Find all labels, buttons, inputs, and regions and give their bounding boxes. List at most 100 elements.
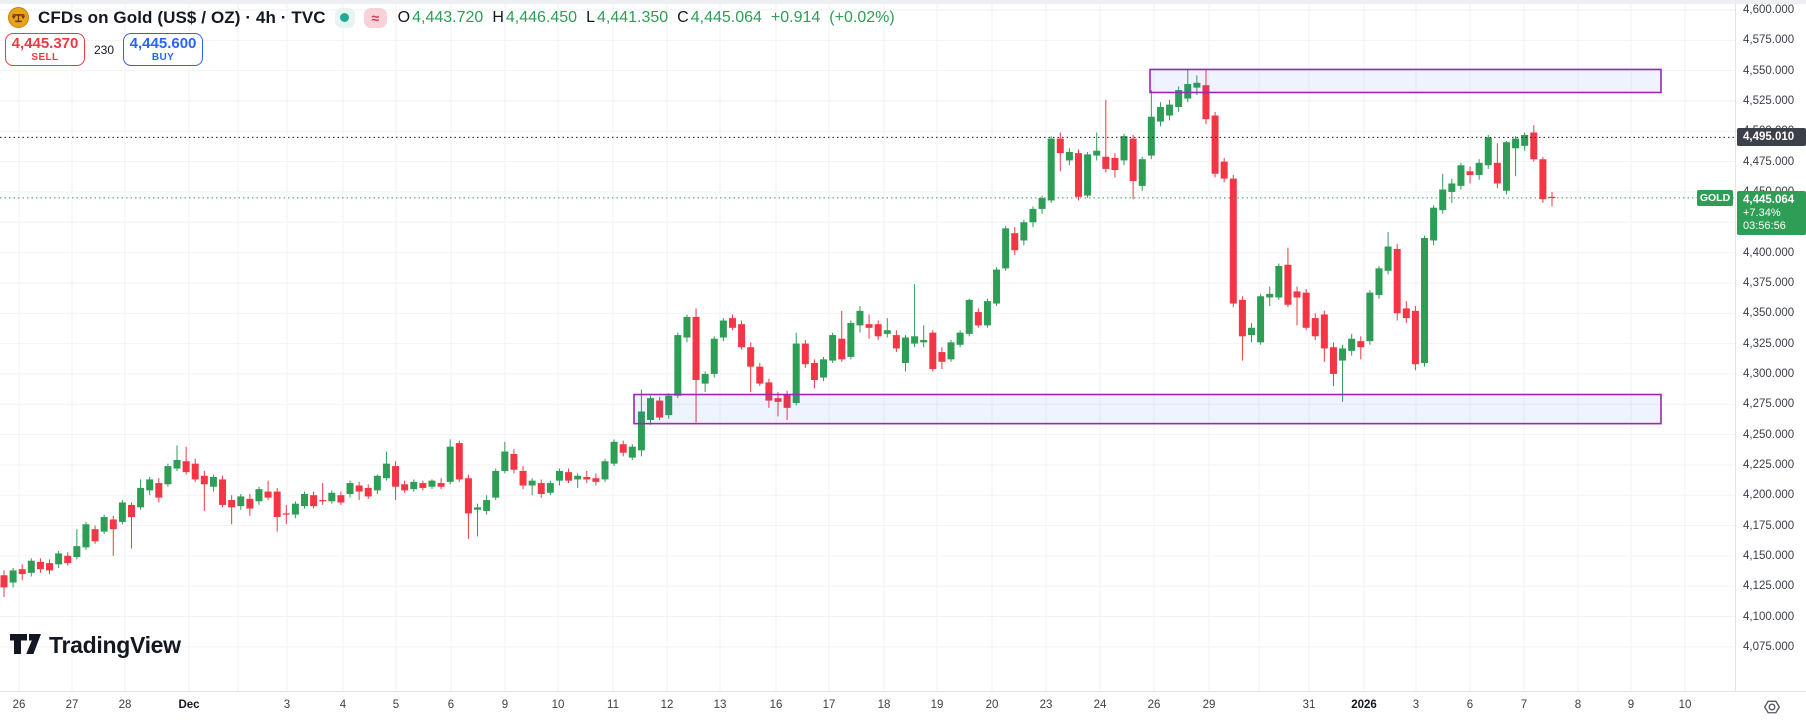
chart-plot-area[interactable]: CFDs on Gold (US$ / OZ) · 4h · TVC ≈ O 4,… [0,0,1735,691]
candle [1512,136,1520,177]
candle [1138,156,1146,191]
candle [1375,265,1383,299]
candle [974,308,982,328]
low-label: L [586,8,595,26]
candle [200,470,208,511]
price-tick-label: 4,175.000 [1743,519,1795,532]
candle [1011,227,1019,256]
candle [1366,290,1374,345]
candle [483,495,491,515]
ohlc-readout: O 4,443.720 H 4,446.450 L 4,441.350 C 4,445.… [398,9,895,27]
price-tick-label: 4,575.000 [1743,34,1795,47]
candlestick-chart[interactable] [0,0,1735,691]
candle [364,484,372,499]
price-tick-label: 4,350.000 [1743,307,1795,320]
tradingview-logo-icon [10,633,41,654]
candle [100,514,108,535]
price-tick-label: 4,150.000 [1743,549,1795,562]
candle [1548,191,1556,207]
price-tick-label: 4,525.000 [1743,94,1795,107]
gold-coin-icon [8,7,29,28]
candle [1120,133,1128,166]
candle [537,479,545,498]
price-tick-label: 4,275.000 [1743,398,1795,411]
price-tick-label: 4,075.000 [1743,640,1795,653]
candle [947,339,955,362]
price-tick-label: 4,250.000 [1743,428,1795,441]
close-label: C [677,8,689,26]
candle [1384,231,1392,275]
candle [1129,134,1137,200]
axis-settings-icon[interactable] [1763,698,1781,716]
price-tick-label: 4,300.000 [1743,367,1795,380]
time-axis-label: 27 [65,699,79,711]
candle [856,305,864,333]
time-axis-label: 16 [769,699,783,711]
candle [319,483,327,505]
candle [1475,159,1483,180]
candle [628,444,636,461]
candle [419,480,427,491]
candle [1466,166,1474,184]
candle [1202,69,1210,125]
candle [1238,296,1246,361]
candle [1521,132,1529,151]
candle [1284,247,1292,308]
candle [237,493,245,510]
price-axis[interactable]: 4,600.0004,575.0004,550.0004,525.0004,50… [1735,0,1806,691]
tradingview-logo[interactable]: TradingView [9,632,181,659]
symbol-title[interactable]: CFDs on Gold (US$ / OZ) · 4h · TVC [38,7,326,27]
candle [410,479,418,492]
supply-zone[interactable] [1149,68,1662,94]
buy-price: 4,445.600 [129,34,197,52]
buy-button[interactable]: 4,445.600 BUY [123,33,204,66]
candle [911,284,919,348]
candle [1348,333,1356,356]
candle [1111,153,1119,178]
sell-button[interactable]: 4,445.370 SELL [5,33,85,66]
candle [109,515,117,556]
current-price-label: 4,445.064 +7.34% 03:56:56 [1737,190,1806,235]
candle [300,491,308,509]
time-axis-label: 4 [339,699,347,711]
trade-panel: 4,445.370 SELL 230 4,445.600 BUY [5,33,204,66]
time-axis-label: 3 [283,699,291,711]
candle [428,479,436,490]
candle [27,558,35,577]
demand-zone[interactable] [633,393,1662,425]
candle [747,342,755,393]
candle [1020,219,1028,246]
candle [219,475,227,508]
time-axis[interactable]: 26 27 28 Dec 3 4 5 6 9 10 11 12 13 16 17 18 19 20 23 24 26 29… [0,691,1806,723]
candle [355,481,363,501]
candle [965,298,973,337]
time-axis-label: 5 [392,699,400,711]
candle [401,480,409,493]
candle [228,495,236,525]
time-axis-label: 2026 [1351,699,1377,711]
candle [1530,125,1538,162]
time-axis-label: 3 [1412,699,1420,711]
candle [264,480,272,501]
candle [665,393,673,419]
candle [246,493,254,516]
time-axis-label: 24 [1093,699,1107,711]
candle [701,371,709,393]
candle [310,491,318,509]
candle [282,504,290,525]
candle [938,347,946,370]
candle [328,490,336,504]
close-value: 4,445.064 [690,8,762,26]
candle [1448,178,1456,203]
candle [610,439,618,467]
candle [1257,293,1265,345]
h-gridlines [0,9,1735,648]
candle [1266,286,1274,306]
time-axis-label: 31 [1302,699,1316,711]
candle [1439,173,1447,214]
current-change-percent: +7.34% [1743,206,1781,219]
candle [1320,310,1328,362]
price-tick-label: 4,475.000 [1743,155,1795,168]
price-tick-label: 4,400.000 [1743,246,1795,259]
candle [519,466,527,490]
